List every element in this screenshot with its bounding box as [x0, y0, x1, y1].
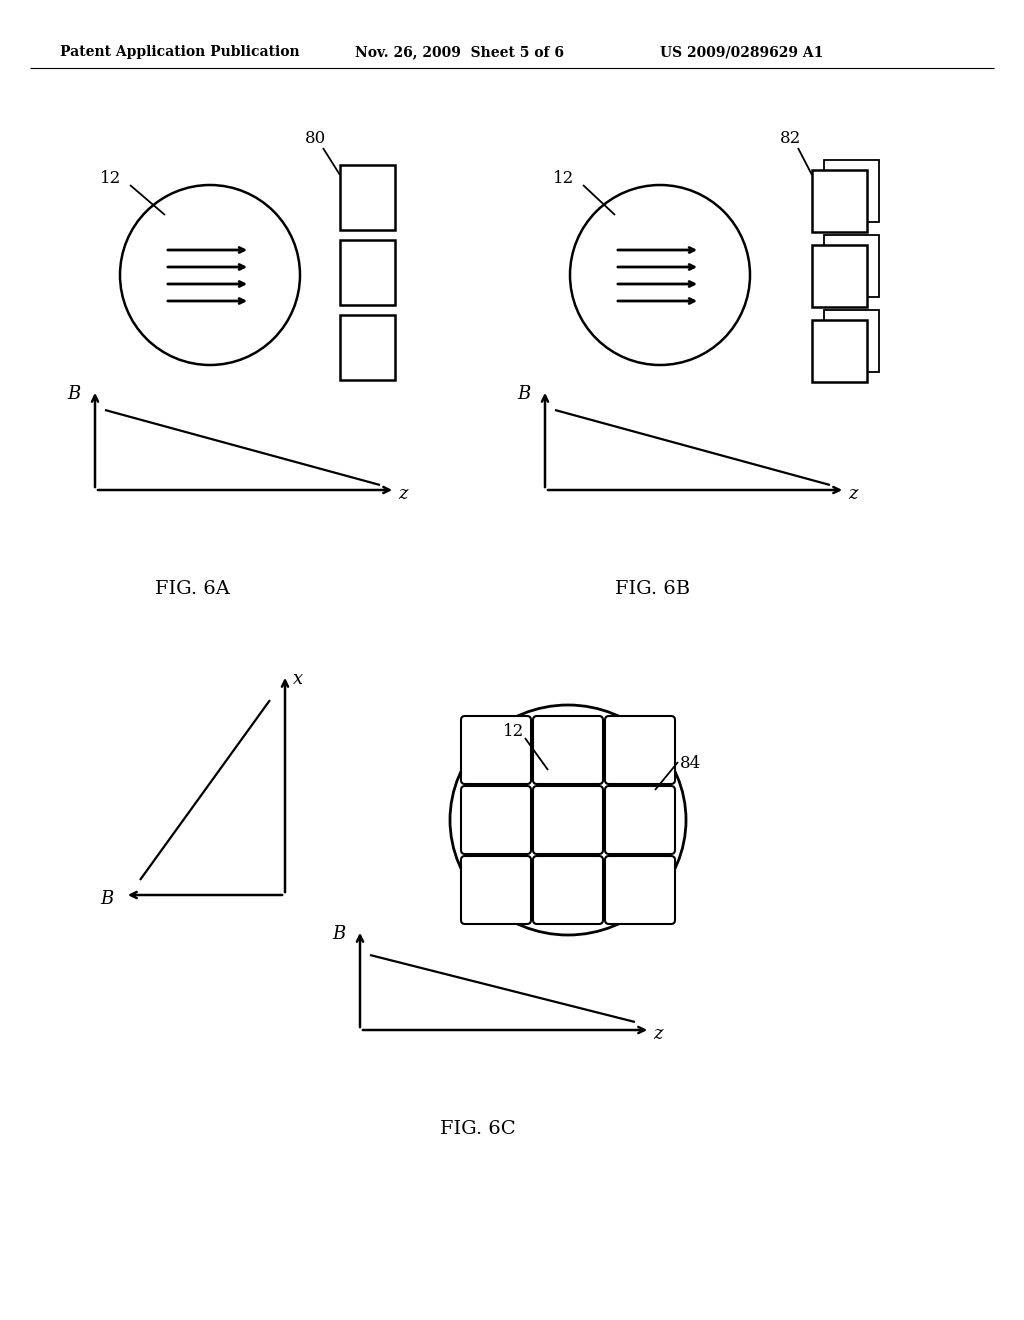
Text: FIG. 6B: FIG. 6B: [615, 579, 690, 598]
Bar: [340, 165, 395, 230]
Text: z: z: [398, 484, 408, 503]
Text: B: B: [517, 385, 530, 403]
Text: x: x: [293, 671, 303, 688]
Bar: [824, 160, 879, 222]
Bar: [340, 315, 395, 380]
FancyBboxPatch shape: [461, 715, 531, 784]
FancyBboxPatch shape: [461, 785, 531, 854]
Text: US 2009/0289629 A1: US 2009/0289629 A1: [660, 45, 823, 59]
Text: FIG. 6C: FIG. 6C: [440, 1119, 516, 1138]
Text: 84: 84: [680, 755, 701, 772]
Text: 12: 12: [553, 170, 574, 187]
Text: B: B: [332, 925, 345, 942]
FancyBboxPatch shape: [605, 715, 675, 784]
Text: z: z: [848, 484, 857, 503]
Text: 82: 82: [780, 129, 801, 147]
Bar: [340, 240, 395, 305]
Text: B: B: [67, 385, 80, 403]
Bar: [812, 319, 867, 381]
Text: z: z: [653, 1026, 663, 1043]
Bar: [824, 310, 879, 372]
Bar: [812, 246, 867, 308]
Text: 12: 12: [100, 170, 121, 187]
FancyBboxPatch shape: [534, 785, 603, 854]
FancyBboxPatch shape: [534, 715, 603, 784]
Text: 12: 12: [503, 723, 524, 741]
Text: Nov. 26, 2009  Sheet 5 of 6: Nov. 26, 2009 Sheet 5 of 6: [355, 45, 564, 59]
FancyBboxPatch shape: [534, 855, 603, 924]
FancyBboxPatch shape: [605, 785, 675, 854]
FancyBboxPatch shape: [605, 855, 675, 924]
Text: 80: 80: [305, 129, 327, 147]
Text: FIG. 6A: FIG. 6A: [155, 579, 229, 598]
Bar: [824, 235, 879, 297]
Bar: [812, 170, 867, 232]
Text: B: B: [100, 890, 114, 908]
Text: Patent Application Publication: Patent Application Publication: [60, 45, 300, 59]
FancyBboxPatch shape: [461, 855, 531, 924]
